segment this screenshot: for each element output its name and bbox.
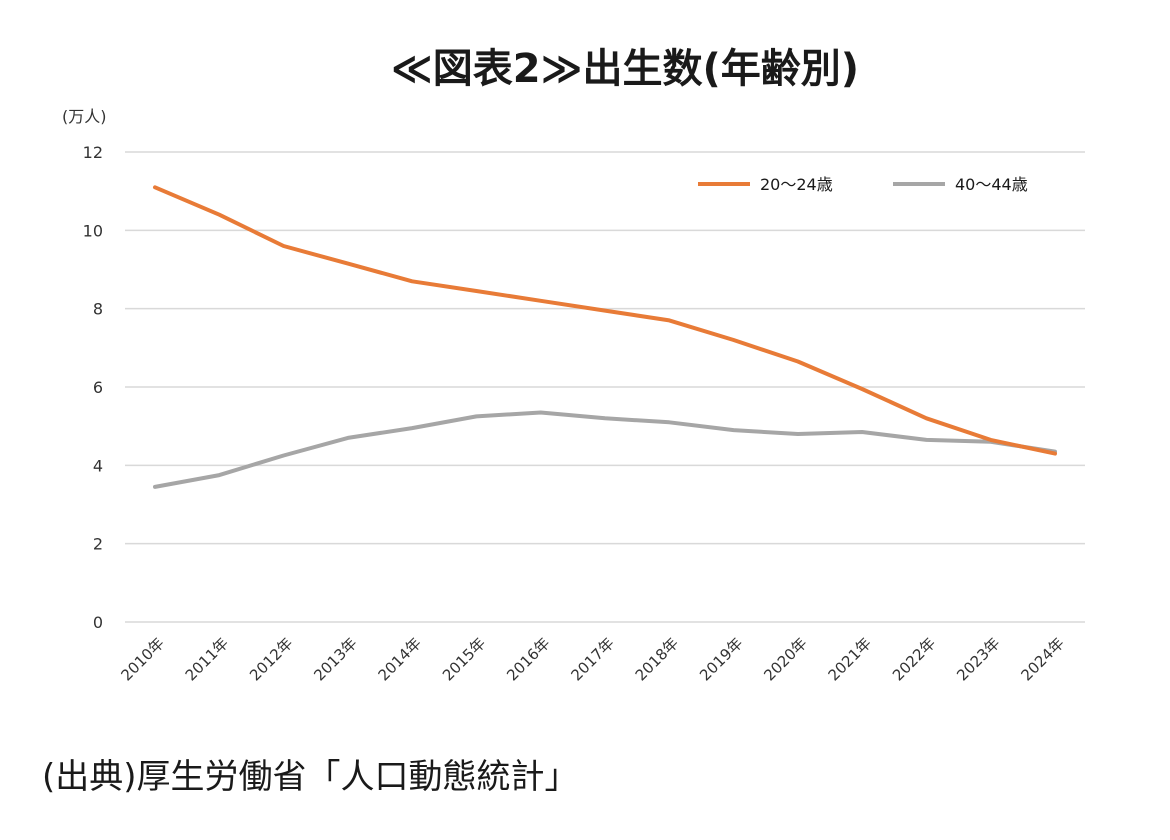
y-axis-tick-labels: 0 2 4 6 8 10 12	[83, 143, 103, 632]
x-tick-label: 2016年	[503, 634, 553, 684]
series-line-0	[153, 185, 1057, 456]
x-tick-label: 2020年	[760, 634, 810, 684]
x-tick-label: 2015年	[439, 634, 489, 684]
y-tick-label: 2	[93, 535, 103, 554]
source-note: (出典)厚生労働省「人口動態統計」	[42, 757, 579, 797]
x-tick-label: 2017年	[567, 634, 617, 684]
gridlines	[125, 151, 1085, 623]
legend: 20～24歳 40～44歳	[698, 175, 1028, 194]
x-tick-label: 2024年	[1017, 634, 1067, 684]
x-tick-label: 2021年	[825, 634, 875, 684]
y-tick-label: 4	[93, 456, 103, 475]
series-lines	[153, 185, 1057, 489]
x-tick-label: 2018年	[632, 634, 682, 684]
series-line-1	[153, 410, 1057, 489]
chart-title: ≪図表2≫出生数(年齢別)	[391, 46, 859, 92]
y-axis-unit-label: (万人)	[62, 107, 107, 126]
legend-label-1: 40～44歳	[955, 175, 1028, 194]
y-tick-label: 0	[93, 613, 103, 632]
y-tick-label: 8	[93, 300, 103, 319]
legend-label-0: 20～24歳	[760, 175, 833, 194]
y-tick-label: 6	[93, 378, 103, 397]
y-tick-label: 12	[83, 143, 103, 162]
x-tick-label: 2014年	[375, 634, 425, 684]
x-tick-label: 2011年	[182, 634, 232, 684]
x-tick-label: 2013年	[310, 634, 360, 684]
x-tick-label: 2012年	[246, 634, 296, 684]
x-tick-label: 2023年	[953, 634, 1003, 684]
x-tick-label: 2010年	[117, 634, 167, 684]
y-tick-label: 10	[83, 221, 103, 240]
x-tick-label: 2019年	[696, 634, 746, 684]
x-axis-tick-labels: 2010年 2011年 2012年 2013年 2014年 2015年 2016年 2017年…	[117, 634, 1067, 684]
x-tick-label: 2022年	[889, 634, 939, 684]
